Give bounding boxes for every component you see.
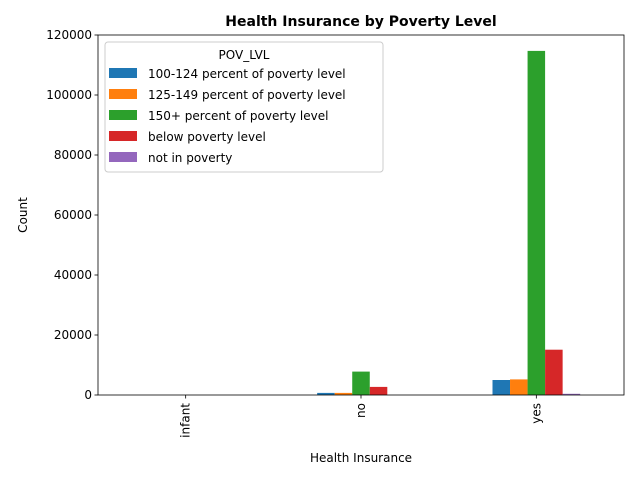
legend-swatch	[109, 68, 137, 78]
legend-swatch	[109, 131, 137, 141]
x-tick-label: no	[354, 403, 368, 418]
legend-items: 100-124 percent of poverty level 125-149 …	[109, 67, 346, 165]
legend-label: 100-124 percent of poverty level	[148, 67, 346, 81]
y-tick-label: 0	[84, 388, 92, 402]
legend-swatch	[109, 89, 137, 99]
bar-yes-series-2	[527, 50, 546, 396]
y-tick-label: 40000	[54, 268, 92, 282]
bar-no-series-3	[369, 386, 388, 395]
bar-yes-series-0	[492, 380, 511, 395]
y-axis-label: Count	[16, 197, 30, 233]
y-tick-label: 20000	[54, 328, 92, 342]
legend-label: not in poverty	[148, 151, 232, 165]
y-tick-label: 60000	[54, 208, 92, 222]
x-tick-label: yes	[529, 403, 543, 424]
plot-frame	[97, 34, 625, 396]
legend-label: 150+ percent of poverty level	[148, 109, 328, 123]
bar-group	[317, 50, 581, 396]
y-tick-label: 120000	[46, 28, 92, 42]
x-tick-label: infant	[179, 403, 193, 438]
legend-swatch	[109, 110, 137, 120]
y-tick-label: 100000	[46, 88, 92, 102]
chart-title: Health Insurance by Poverty Level	[225, 14, 496, 30]
bar-yes-series-4	[562, 393, 581, 395]
x-axis-ticks: infant no yes	[179, 395, 543, 438]
legend-label: below poverty level	[148, 130, 266, 144]
x-axis-label: Health Insurance	[310, 451, 412, 465]
bar-no-series-1	[334, 392, 353, 395]
bar-no-series-0	[317, 392, 335, 395]
legend-label: 125-149 percent of poverty level	[148, 88, 346, 102]
bar-yes-series-3	[545, 349, 563, 395]
y-tick-label: 80000	[54, 148, 92, 162]
y-axis-ticks: 0 20000 40000 60000 80000 100000 120000	[46, 28, 98, 402]
legend-title: POV_LVL	[219, 48, 270, 62]
legend-swatch	[109, 152, 137, 162]
bar-no-series-2	[352, 371, 370, 395]
legend: POV_LVL 100-124 percent of poverty level…	[104, 41, 384, 173]
legend-frame	[104, 41, 384, 173]
bar-yes-series-1	[510, 379, 528, 395]
